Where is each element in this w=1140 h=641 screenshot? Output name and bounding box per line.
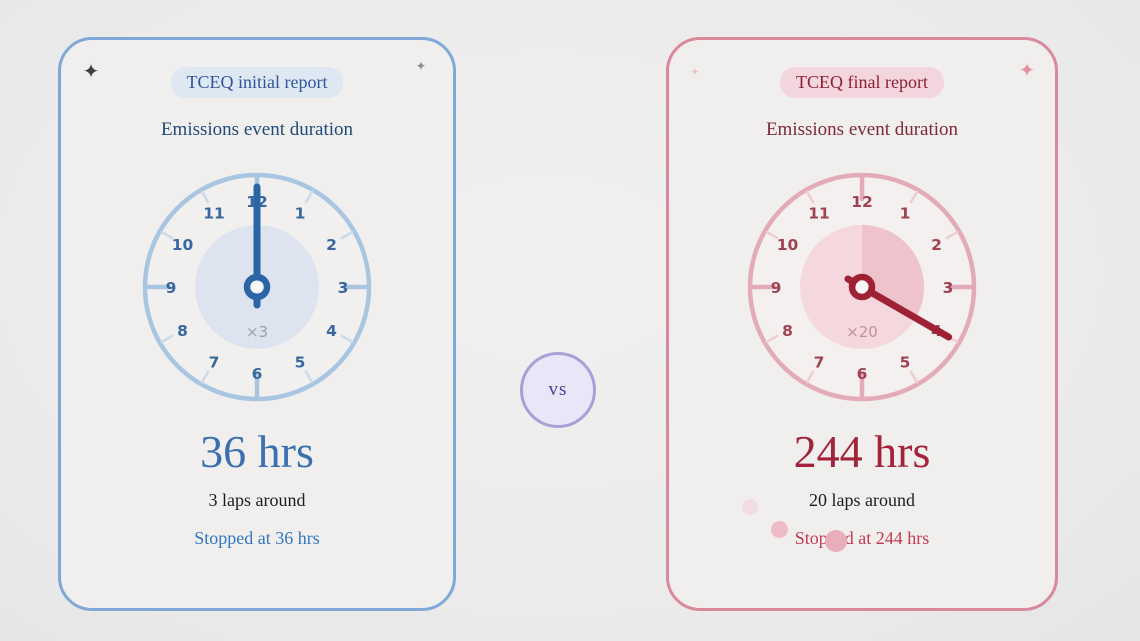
- dial-number: 5: [900, 354, 911, 372]
- sparkle-icon: ✦: [1019, 59, 1035, 82]
- duration-value: 244 hrs: [793, 426, 931, 477]
- laps-multiplier-label: ×3: [246, 323, 268, 341]
- clock-hub-hole: [250, 280, 264, 294]
- report-badge: TCEQ final report: [780, 67, 944, 98]
- confetti-dot: [825, 530, 847, 552]
- vs-badge: vs: [520, 352, 596, 428]
- laps-multiplier-label: ×20: [846, 323, 878, 341]
- card-title: Emissions event duration: [765, 119, 959, 140]
- card-title: Emissions event duration: [160, 119, 354, 140]
- dial-number: 6: [857, 365, 868, 383]
- clock-hub: [243, 273, 271, 301]
- duration-value: 36 hrs: [200, 426, 314, 477]
- card-initial-report: ✦ ✦ TCEQ initial report Emissions event …: [58, 37, 456, 611]
- card-final-report: ✦ ✦ TCEQ final report Emissions event du…: [666, 37, 1058, 611]
- clock-hub: [848, 273, 876, 301]
- clock-dial: 1 2 3 4 5 6 7 8 9 10 11 12 ×20: [747, 172, 977, 402]
- dial-minor-ticks: [160, 190, 354, 384]
- sparkle-icon: ✦: [82, 59, 100, 83]
- confetti-dot: [771, 521, 788, 538]
- dial-cardinal-ticks: [749, 174, 975, 400]
- laps-label: 3 laps around: [208, 489, 306, 510]
- dial-number: 10: [172, 236, 194, 254]
- dial-number: 6: [252, 365, 263, 383]
- sparkle-icon: ✦: [415, 59, 427, 75]
- dial-number: 12: [851, 193, 873, 211]
- dial-number: 1: [900, 205, 911, 223]
- dial-number: 11: [203, 205, 225, 223]
- dial-number: 4: [326, 322, 337, 340]
- dial-number: 9: [771, 279, 782, 297]
- dial-number: 1: [295, 205, 306, 223]
- confetti-dot: [742, 499, 758, 515]
- dial-number: 11: [808, 205, 830, 223]
- dial-number: 10: [777, 236, 799, 254]
- dial-number: 8: [782, 322, 793, 340]
- dial-number: 8: [177, 322, 188, 340]
- dial-number: 7: [209, 354, 220, 372]
- dial-number: 3: [338, 279, 349, 297]
- clock-hub-hole: [855, 280, 869, 294]
- dial-number: 2: [326, 236, 337, 254]
- sparkle-icon: ✦: [690, 65, 700, 79]
- dial-number: 9: [166, 279, 177, 297]
- laps-label: 20 laps around: [809, 489, 915, 510]
- dial-number: 7: [814, 354, 825, 372]
- stopped-at-label: Stopped at 36 hrs: [194, 527, 320, 548]
- dial-number: 3: [943, 279, 954, 297]
- clock-dial: 1 2 3 4 5 6 7 8 9 10 11 12 ×3: [142, 172, 372, 402]
- dial-number: 2: [931, 236, 942, 254]
- report-badge: TCEQ initial report: [170, 67, 344, 98]
- dial-number: 5: [295, 354, 306, 372]
- stopped-at-label: Stopped at 244 hrs: [794, 527, 930, 548]
